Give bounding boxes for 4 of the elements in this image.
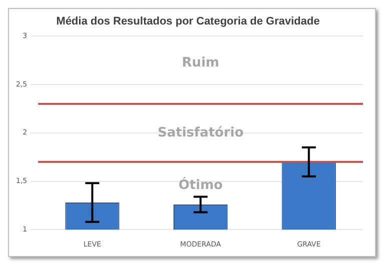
annotation: Satisfatório (158, 125, 244, 140)
chart-title: Média dos Resultados por Categoria de Gravidade (56, 16, 320, 28)
annotation: Ruim (182, 56, 220, 71)
annotation: Ótimo (178, 176, 223, 193)
